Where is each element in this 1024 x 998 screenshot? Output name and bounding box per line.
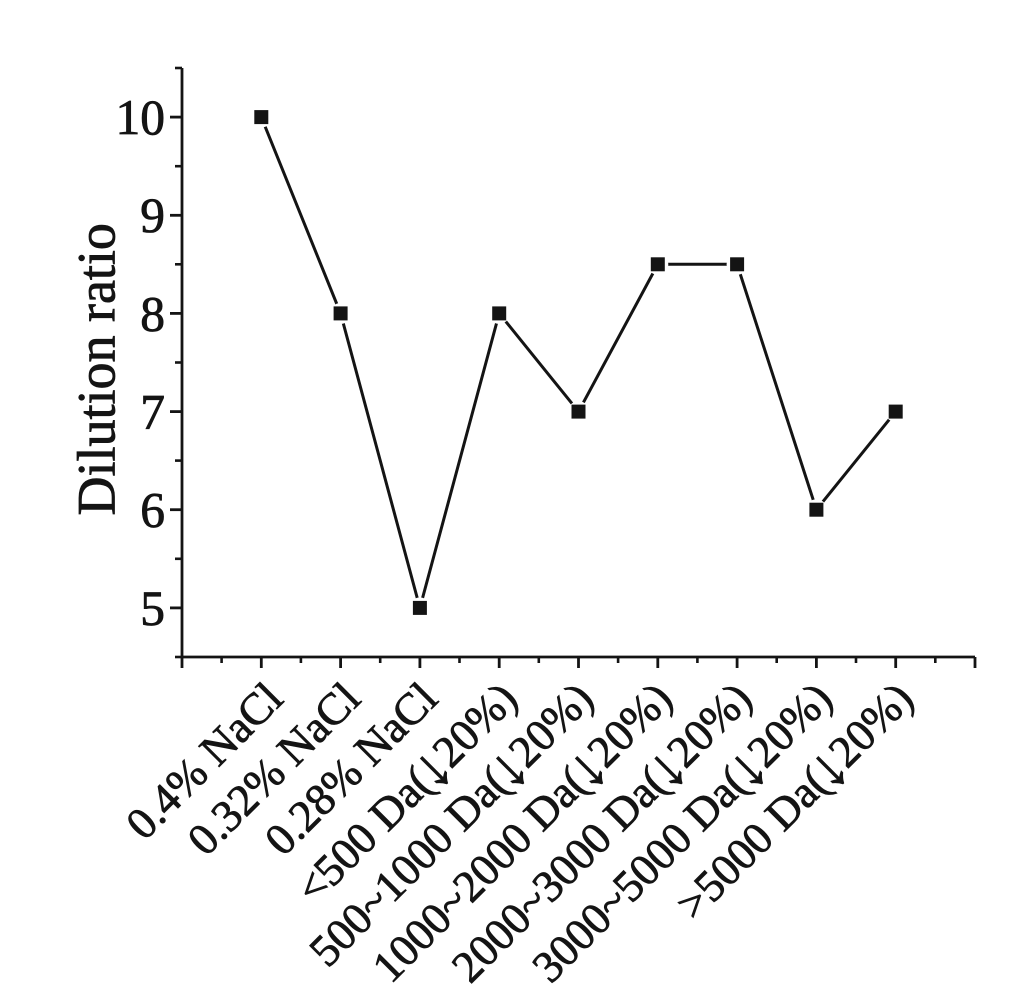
- svg-text:8: 8: [140, 286, 165, 341]
- svg-text:6: 6: [140, 483, 165, 538]
- svg-text:9: 9: [140, 188, 165, 243]
- svg-text:7: 7: [140, 385, 165, 440]
- svg-text:Dilution ratio: Dilution ratio: [67, 223, 127, 515]
- svg-text:5: 5: [140, 581, 165, 636]
- svg-text:10: 10: [116, 90, 166, 145]
